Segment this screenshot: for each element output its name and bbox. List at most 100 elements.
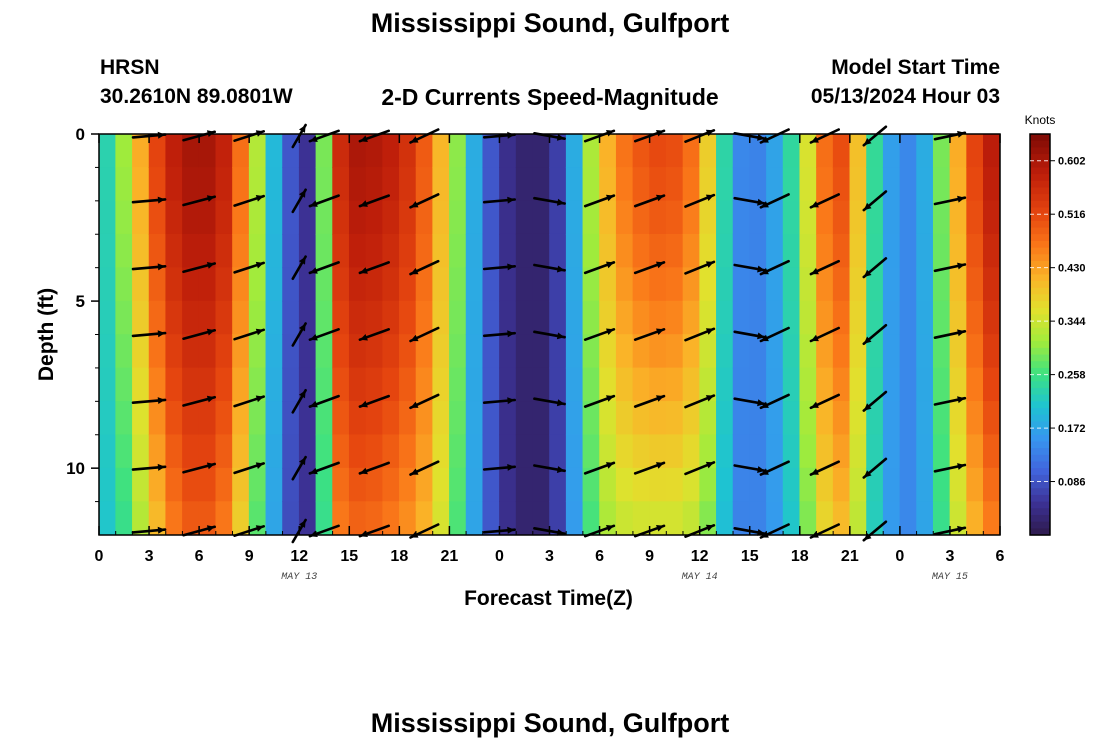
colorbar-segment	[1030, 260, 1050, 269]
vector-head	[507, 397, 515, 405]
heatmap-cell	[332, 434, 350, 469]
x-tick-label: 12	[691, 548, 709, 565]
colorbar-segment	[1030, 214, 1050, 222]
heatmap-cell	[732, 501, 751, 536]
current-vector	[809, 393, 841, 410]
heatmap-cell	[699, 367, 717, 402]
heatmap-cell	[549, 233, 567, 269]
current-vector	[291, 255, 307, 281]
heatmap-cell	[165, 367, 183, 402]
heatmap-cell	[732, 434, 751, 469]
heatmap-cell	[415, 401, 434, 436]
vector-head	[255, 525, 264, 532]
heatmap-cell	[348, 367, 367, 402]
heatmap-cell	[849, 467, 868, 503]
heatmap-cell	[532, 133, 550, 168]
heatmap-cell	[649, 300, 667, 335]
heatmap-cell	[215, 334, 233, 369]
heatmap-cell	[966, 434, 984, 469]
heatmap-cell	[215, 467, 233, 503]
current-vector	[684, 193, 716, 208]
heatmap-cell	[732, 334, 751, 369]
current-vector	[759, 259, 790, 276]
current-vector	[533, 397, 566, 407]
heatmap-cell	[248, 267, 267, 302]
heatmap-cell	[882, 300, 901, 335]
heatmap-cell	[449, 300, 467, 335]
heatmap-cell	[582, 367, 601, 402]
heatmap-cell	[749, 267, 767, 302]
colorbar-segment	[1030, 374, 1050, 382]
heatmap-cell	[115, 133, 133, 168]
colorbar-segment	[1030, 394, 1050, 402]
heatmap-cell	[265, 300, 284, 335]
heatmap-cell	[265, 133, 284, 168]
current-vectors	[131, 123, 967, 544]
current-vector	[308, 261, 340, 275]
heatmap-cell	[348, 167, 367, 202]
heatmap-cell	[399, 501, 417, 536]
heatmap-cell	[232, 434, 250, 469]
heatmap-cell	[615, 133, 634, 168]
colorbar-segment	[1030, 387, 1050, 396]
heatmap-cell	[766, 501, 784, 536]
vector-head	[705, 395, 714, 402]
heatmap-cell	[265, 200, 284, 235]
heatmap-cell	[565, 334, 584, 369]
heatmap-cell	[315, 233, 334, 269]
heatmap-cell	[782, 467, 801, 503]
colorbar-segment	[1030, 448, 1050, 456]
current-vector	[733, 196, 767, 206]
heatmap-cell	[348, 133, 367, 168]
heatmap-cell	[699, 401, 717, 436]
current-vector	[358, 261, 391, 275]
heatmap-cell	[182, 501, 200, 536]
heatmap-cell	[966, 401, 984, 436]
current-vector	[733, 464, 767, 473]
current-vector	[482, 263, 517, 271]
colorbar-segment	[1030, 414, 1050, 422]
current-vector	[358, 327, 391, 342]
heatmap-cell	[348, 467, 367, 503]
colorbar-segment	[1030, 227, 1050, 235]
vector-head	[606, 395, 614, 402]
heatmap-cell	[932, 133, 951, 168]
colorbar-segment	[1030, 240, 1050, 249]
heatmap-cell	[966, 300, 984, 335]
heatmap-cell	[515, 334, 534, 369]
colorbar-segment	[1030, 327, 1050, 336]
current-vector	[308, 194, 340, 208]
colorbar-segment	[1030, 154, 1050, 162]
colorbar-segment	[1030, 521, 1050, 529]
heatmap-cell	[282, 167, 300, 202]
heatmap-cell	[265, 334, 284, 369]
colorbar-segment	[1030, 468, 1050, 476]
heatmap-cell	[615, 233, 634, 269]
heatmap-cell	[983, 501, 1001, 536]
heatmap-cell	[198, 401, 217, 436]
heatmap-cell	[532, 167, 550, 202]
heatmap-cell	[132, 200, 150, 235]
x-tick-label: 0	[495, 548, 504, 565]
current-vector	[862, 457, 888, 479]
colorbar-segment	[1030, 461, 1050, 469]
heatmap-cell	[766, 334, 784, 369]
x-tick-label: 0	[95, 548, 104, 565]
heatmap-cell	[565, 501, 584, 536]
heatmap-cell	[949, 167, 968, 202]
y-tick-label: 0	[76, 125, 85, 144]
colorbar-segment	[1030, 140, 1050, 148]
heatmap-cell	[449, 334, 467, 369]
heatmap-cell	[482, 300, 500, 335]
heatmap-cell	[632, 233, 651, 269]
vector-head	[157, 330, 166, 338]
heatmap-cell	[365, 167, 384, 202]
vector-head	[507, 263, 515, 271]
heatmap-cell	[365, 401, 384, 436]
vector-head	[957, 525, 965, 533]
heatmap-cell	[298, 133, 317, 168]
heatmap-cell	[899, 334, 918, 369]
heatmap-cell	[716, 267, 734, 302]
heatmap-cell	[499, 200, 517, 235]
current-vector	[233, 261, 266, 274]
